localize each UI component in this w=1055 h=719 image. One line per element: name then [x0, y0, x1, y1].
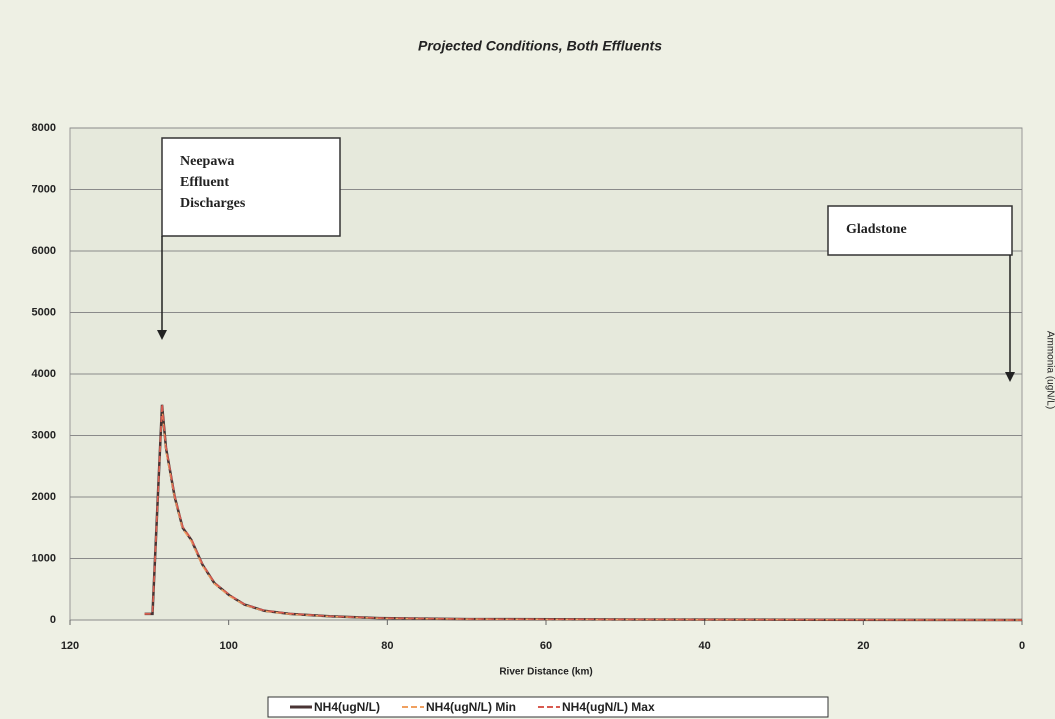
- y-tick-label: 0: [50, 614, 56, 626]
- series-line: [144, 403, 1023, 621]
- legend-label: NH4(ugN/L) Max: [562, 700, 655, 714]
- arrow-head: [157, 330, 167, 340]
- y-tick-label: 4000: [32, 368, 56, 380]
- legend: NH4(ugN/L) NH4(ugN/L) Min NH4(ugN/L) Max: [267, 696, 829, 718]
- legend-label: NH4(ugN/L): [314, 700, 380, 714]
- y-tick-label: 2000: [32, 491, 56, 503]
- annotation-box: [161, 137, 341, 237]
- legend-label: NH4(ugN/L) Min: [426, 700, 516, 714]
- arrow-head: [1005, 372, 1015, 382]
- y-tick-label: 5000: [32, 306, 56, 318]
- annotation-text: Gladstone: [846, 222, 907, 237]
- x-tick-label: 60: [540, 640, 552, 652]
- y-tick-label: 6000: [32, 245, 56, 257]
- x-tick-label: 20: [857, 640, 869, 652]
- x-axis-label: River Distance (km): [499, 667, 592, 678]
- x-tick-label: 0: [1019, 640, 1025, 652]
- annotation-text: Effluent: [180, 175, 229, 190]
- y-tick-label: 1000: [32, 552, 56, 564]
- y-tick-label: 7000: [32, 183, 56, 195]
- x-tick-label: 120: [61, 640, 79, 652]
- x-tick-label: 80: [381, 640, 393, 652]
- y-tick-label: 3000: [32, 429, 56, 441]
- annotation-box: [827, 205, 1013, 256]
- y2-axis-label: Ammonia (ugN/L): [1044, 331, 1055, 409]
- chart-title: Projected Conditions, Both Effluents: [418, 38, 662, 54]
- annotation-text: Discharges: [180, 196, 246, 211]
- x-tick-label: 100: [219, 640, 237, 652]
- x-tick-label: 40: [699, 640, 711, 652]
- annotation-text: Neepawa: [180, 154, 234, 169]
- y-tick-label: 8000: [32, 122, 56, 134]
